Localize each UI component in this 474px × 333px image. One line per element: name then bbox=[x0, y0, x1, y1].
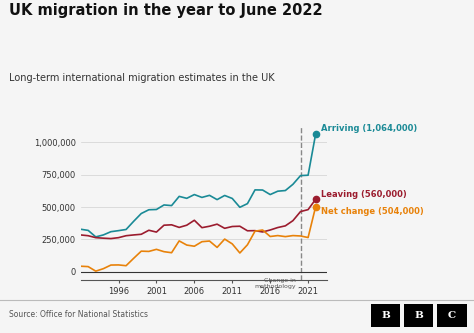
Text: Net change (504,000): Net change (504,000) bbox=[321, 207, 424, 216]
Text: Arriving (1,064,000): Arriving (1,064,000) bbox=[321, 124, 418, 133]
Text: B: B bbox=[381, 311, 390, 320]
Bar bbox=[438, 304, 466, 327]
Text: Leaving (560,000): Leaving (560,000) bbox=[321, 190, 407, 199]
Text: Source: Office for National Statistics: Source: Office for National Statistics bbox=[9, 310, 148, 319]
Text: Long-term international migration estimates in the UK: Long-term international migration estima… bbox=[9, 73, 275, 83]
Text: B: B bbox=[414, 311, 423, 320]
Text: Change in
methodology: Change in methodology bbox=[255, 278, 296, 289]
Text: C: C bbox=[448, 311, 456, 320]
Text: UK migration in the year to June 2022: UK migration in the year to June 2022 bbox=[9, 3, 323, 18]
Bar bbox=[404, 304, 433, 327]
Bar bbox=[371, 304, 400, 327]
